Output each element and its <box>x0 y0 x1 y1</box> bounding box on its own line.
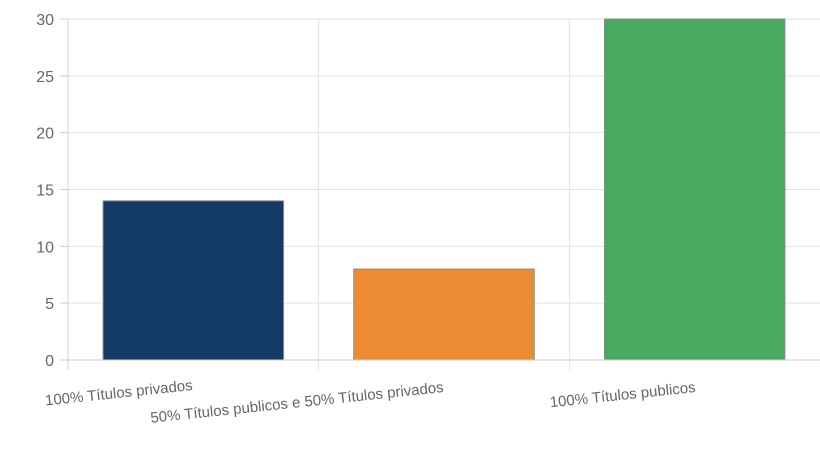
bars <box>102 18 786 361</box>
y-tick-label-5: 25 <box>36 69 54 86</box>
x-tick-label-1: 50% Títulos publicos e 50% Títulos priva… <box>150 379 445 427</box>
y-tick-label-4: 20 <box>36 126 54 143</box>
axes <box>60 18 820 370</box>
y-tick-label-6: 30 <box>36 12 54 29</box>
x-tick-label-0: 100% Títulos privados <box>44 377 193 409</box>
y-tick-label-1: 5 <box>45 296 54 313</box>
bar-1 <box>353 268 535 361</box>
y-tick-label-3: 15 <box>36 183 54 200</box>
y-tick-label-0: 0 <box>45 353 54 370</box>
y-tick-label-2: 10 <box>36 239 54 256</box>
x-tick-label-2: 100% Títulos publicos <box>549 379 696 411</box>
bar-0 <box>102 200 285 361</box>
y-tick-labels: 0 5 10 15 20 25 30 <box>36 12 54 370</box>
bar-2 <box>603 18 786 361</box>
